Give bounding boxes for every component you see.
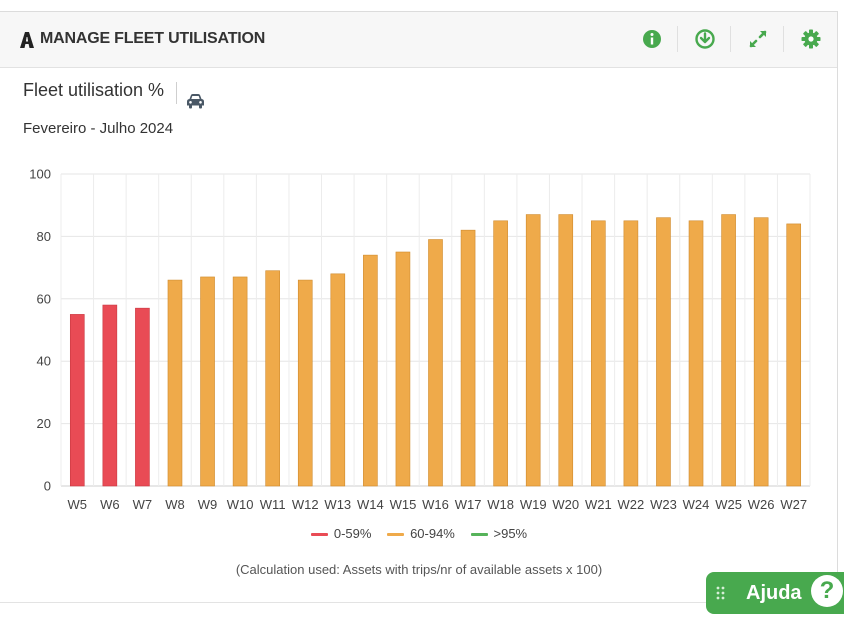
x-tick-label: W19 [520, 497, 547, 512]
y-tick-label: 40 [37, 354, 51, 369]
x-tick-label: W16 [422, 497, 449, 512]
bar-w16 [428, 239, 443, 487]
bar-w24 [688, 220, 704, 487]
calculation-note: (Calculation used: Assets with trips/nr … [235, 562, 603, 577]
chart-title: Fleet utilisation % [23, 80, 165, 100]
x-tick-label: W21 [585, 497, 612, 512]
bar-w19 [525, 214, 541, 487]
y-tick-label: 80 [37, 229, 51, 244]
y-tick-label: 100 [29, 167, 51, 182]
x-tick-label: W27 [780, 497, 807, 512]
x-tick-label: W7 [133, 497, 153, 512]
info-icon[interactable] [640, 27, 664, 51]
bar-w10 [232, 276, 248, 487]
legend-item-low[interactable]: 0-59% [310, 526, 372, 541]
y-tick-label: 0 [44, 479, 51, 494]
panel-header: MANAGE FLEET UTILISATION [0, 12, 837, 68]
x-tick-label: W24 [683, 497, 710, 512]
bar-w11 [265, 270, 280, 487]
road-icon [20, 32, 34, 48]
bar-w20 [558, 214, 574, 487]
download-icon[interactable] [693, 27, 717, 51]
y-tick-label: 60 [37, 291, 51, 306]
drag-handle-icon[interactable] [716, 586, 726, 600]
x-tick-label: W11 [260, 497, 286, 512]
bar-w22 [623, 220, 639, 487]
bar-w9 [200, 276, 215, 487]
x-tick-label: W12 [292, 497, 319, 512]
bar-w25 [721, 214, 736, 487]
bar-w15 [395, 251, 411, 487]
car-icon [187, 94, 204, 109]
legend-swatch-low [310, 533, 328, 537]
legend-swatch-mid [387, 533, 405, 537]
bar-w14 [363, 254, 378, 487]
x-tick-label: W22 [618, 497, 645, 512]
bar-w8 [167, 279, 183, 487]
bar-w6 [102, 304, 118, 487]
help-question-icon: ? [811, 575, 843, 607]
panel-title: MANAGE FLEET UTILISATION [40, 30, 266, 47]
bar-w17 [460, 229, 476, 487]
legend-item-mid[interactable]: 60-94% [387, 526, 455, 541]
bar-w21 [591, 220, 606, 487]
bar-w13 [330, 273, 346, 487]
x-tick-label: W6 [100, 497, 120, 512]
help-label: Ajuda [746, 582, 802, 604]
x-tick-label: W25 [715, 497, 742, 512]
legend-label-low: 0-59% [333, 526, 372, 541]
x-tick-label: W18 [487, 497, 514, 512]
x-tick-label: W26 [748, 497, 775, 512]
bar-w7 [135, 307, 150, 487]
x-tick-label: W14 [357, 497, 384, 512]
title-separator [176, 82, 177, 104]
x-tick-label: W9 [198, 497, 218, 512]
bar-w26 [753, 217, 769, 487]
legend-swatch-high [470, 533, 488, 537]
chart-subtitle: Fevereiro - Julho 2024 [23, 120, 174, 137]
x-tick-label: W8 [165, 497, 185, 512]
x-tick-label: W5 [68, 497, 88, 512]
legend-label-mid: 60-94% [410, 526, 455, 541]
bar-w18 [493, 220, 508, 487]
x-tick-label: W10 [227, 497, 254, 512]
expand-icon[interactable] [746, 27, 770, 51]
bar-w5 [69, 314, 85, 487]
y-tick-label: 20 [37, 416, 51, 431]
bar-w12 [297, 279, 313, 487]
help-button[interactable]: Ajuda ? [706, 572, 844, 614]
bar-w27 [786, 223, 802, 487]
tool-separator [730, 26, 731, 52]
tool-separator [783, 26, 784, 52]
tool-separator [677, 26, 678, 52]
x-tick-label: W17 [455, 497, 482, 512]
legend-label-high: >95% [493, 526, 528, 541]
chart-legend: 0-59% 60-94% >95% [0, 526, 838, 541]
legend-item-high[interactable]: >95% [470, 526, 528, 541]
x-tick-label: W15 [390, 497, 417, 512]
bar-w23 [656, 217, 671, 487]
x-tick-label: W13 [324, 497, 351, 512]
x-tick-label: W20 [552, 497, 579, 512]
x-tick-label: W23 [650, 497, 677, 512]
gear-icon[interactable] [799, 27, 823, 51]
